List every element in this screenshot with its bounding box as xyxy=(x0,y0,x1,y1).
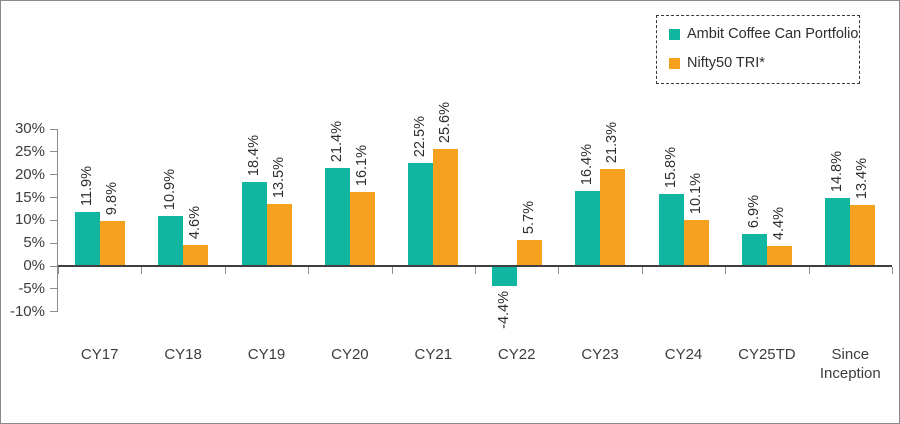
bar-value-label: 6.9% xyxy=(745,195,762,229)
y-axis-tick xyxy=(50,288,57,290)
bar-value-label: 4.6% xyxy=(187,205,204,239)
bar-value-label: 11.9% xyxy=(78,165,95,206)
x-axis-tick xyxy=(58,267,59,274)
bar xyxy=(850,204,876,266)
y-axis-tick xyxy=(50,151,57,153)
bar-value-label: 21.3% xyxy=(604,121,621,163)
bar-value-label: 13.4% xyxy=(854,157,871,199)
x-axis-tick xyxy=(892,267,893,274)
bar xyxy=(266,204,292,266)
bar-value-label: 15.8% xyxy=(662,146,679,188)
x-axis-label: CY20 xyxy=(331,346,369,363)
bar xyxy=(324,168,350,266)
bar xyxy=(741,234,767,266)
x-axis-label: CY19 xyxy=(247,346,286,363)
bar xyxy=(683,219,709,266)
x-axis-tick xyxy=(808,267,810,274)
x-axis-tick xyxy=(141,267,143,274)
y-axis-tick xyxy=(50,128,57,130)
y-axis-line xyxy=(57,129,58,312)
x-axis-label: CY22 xyxy=(497,346,536,363)
bar-value-label: 25.6% xyxy=(437,101,454,144)
y-axis-label: -5% xyxy=(18,279,45,297)
x-axis-tick xyxy=(391,267,393,274)
bar xyxy=(99,221,125,266)
y-axis-label: -10% xyxy=(9,302,45,320)
x-axis-tick xyxy=(725,267,727,274)
bar-value-label: 4.4% xyxy=(770,206,787,240)
bar xyxy=(658,193,684,266)
legend-swatch-ambit xyxy=(669,28,680,40)
y-axis-label: 10% xyxy=(14,211,45,229)
y-axis-tick xyxy=(50,265,57,267)
bar-value-label: -4.4% xyxy=(495,291,512,329)
x-axis-label: CY24 xyxy=(664,346,703,363)
x-axis-tick xyxy=(475,267,476,274)
bar-value-label: 18.4% xyxy=(245,134,262,176)
x-axis-tick xyxy=(224,267,226,274)
legend-label-nifty: Nifty50 TRI* xyxy=(687,55,765,71)
x-axis-label: CY18 xyxy=(164,346,202,363)
legend-swatch-nifty xyxy=(669,57,680,69)
x-axis-tick xyxy=(641,267,643,274)
bar xyxy=(825,198,851,266)
bar xyxy=(74,211,100,266)
bar xyxy=(600,168,626,266)
bar-value-label: 5.7% xyxy=(520,200,537,234)
bar-value-label: 9.8% xyxy=(103,182,120,216)
bar-value-label: 14.8% xyxy=(829,151,846,193)
legend-item-nifty: Nifty50 TRI* xyxy=(669,55,847,71)
bar xyxy=(349,192,375,266)
y-axis-tick xyxy=(50,219,57,221)
bar xyxy=(491,266,517,287)
y-axis-tick xyxy=(50,197,57,198)
x-axis-label: CY21 xyxy=(414,346,453,363)
bar-value-label: 22.5% xyxy=(412,116,429,158)
bar-value-label: 16.4% xyxy=(579,143,596,186)
bar xyxy=(766,245,792,266)
bar xyxy=(433,149,459,266)
bar-value-label: 16.1% xyxy=(353,145,370,187)
bar xyxy=(158,216,184,266)
legend-label-ambit: Ambit Coffee Can Portfolio xyxy=(687,26,859,42)
y-axis-tick xyxy=(50,174,57,176)
bar xyxy=(183,244,209,266)
bar xyxy=(241,181,267,266)
y-axis-label: 0% xyxy=(23,257,45,274)
bar xyxy=(575,191,601,266)
x-axis-label: Since Inception xyxy=(819,346,881,382)
bar-value-label: 10.1% xyxy=(687,172,704,214)
bar xyxy=(408,163,434,266)
y-axis-tick xyxy=(50,242,57,244)
bar xyxy=(516,239,542,266)
x-axis-label: CY25TD xyxy=(738,346,796,363)
bar-value-label: 21.4% xyxy=(328,121,345,163)
x-axis-label: CY17 xyxy=(80,346,119,363)
y-axis-tick xyxy=(50,311,57,313)
bar-value-label: 13.5% xyxy=(270,157,287,199)
x-axis-zero-line xyxy=(58,265,892,267)
legend-item-ambit: Ambit Coffee Can Portfolio xyxy=(669,26,858,42)
y-axis-label: 15% xyxy=(14,188,45,206)
x-axis-label: CY23 xyxy=(581,346,619,363)
x-axis-tick xyxy=(308,267,310,274)
y-axis-label: 5% xyxy=(23,234,45,252)
y-axis-label: 20% xyxy=(14,165,45,183)
x-axis-tick xyxy=(558,267,560,274)
legend: Ambit Coffee Can Portfolio Nifty50 TRI* xyxy=(656,15,860,84)
y-axis-label: 30% xyxy=(14,120,45,137)
y-axis-label: 25% xyxy=(14,142,45,160)
bar-value-label: 10.9% xyxy=(162,169,179,211)
